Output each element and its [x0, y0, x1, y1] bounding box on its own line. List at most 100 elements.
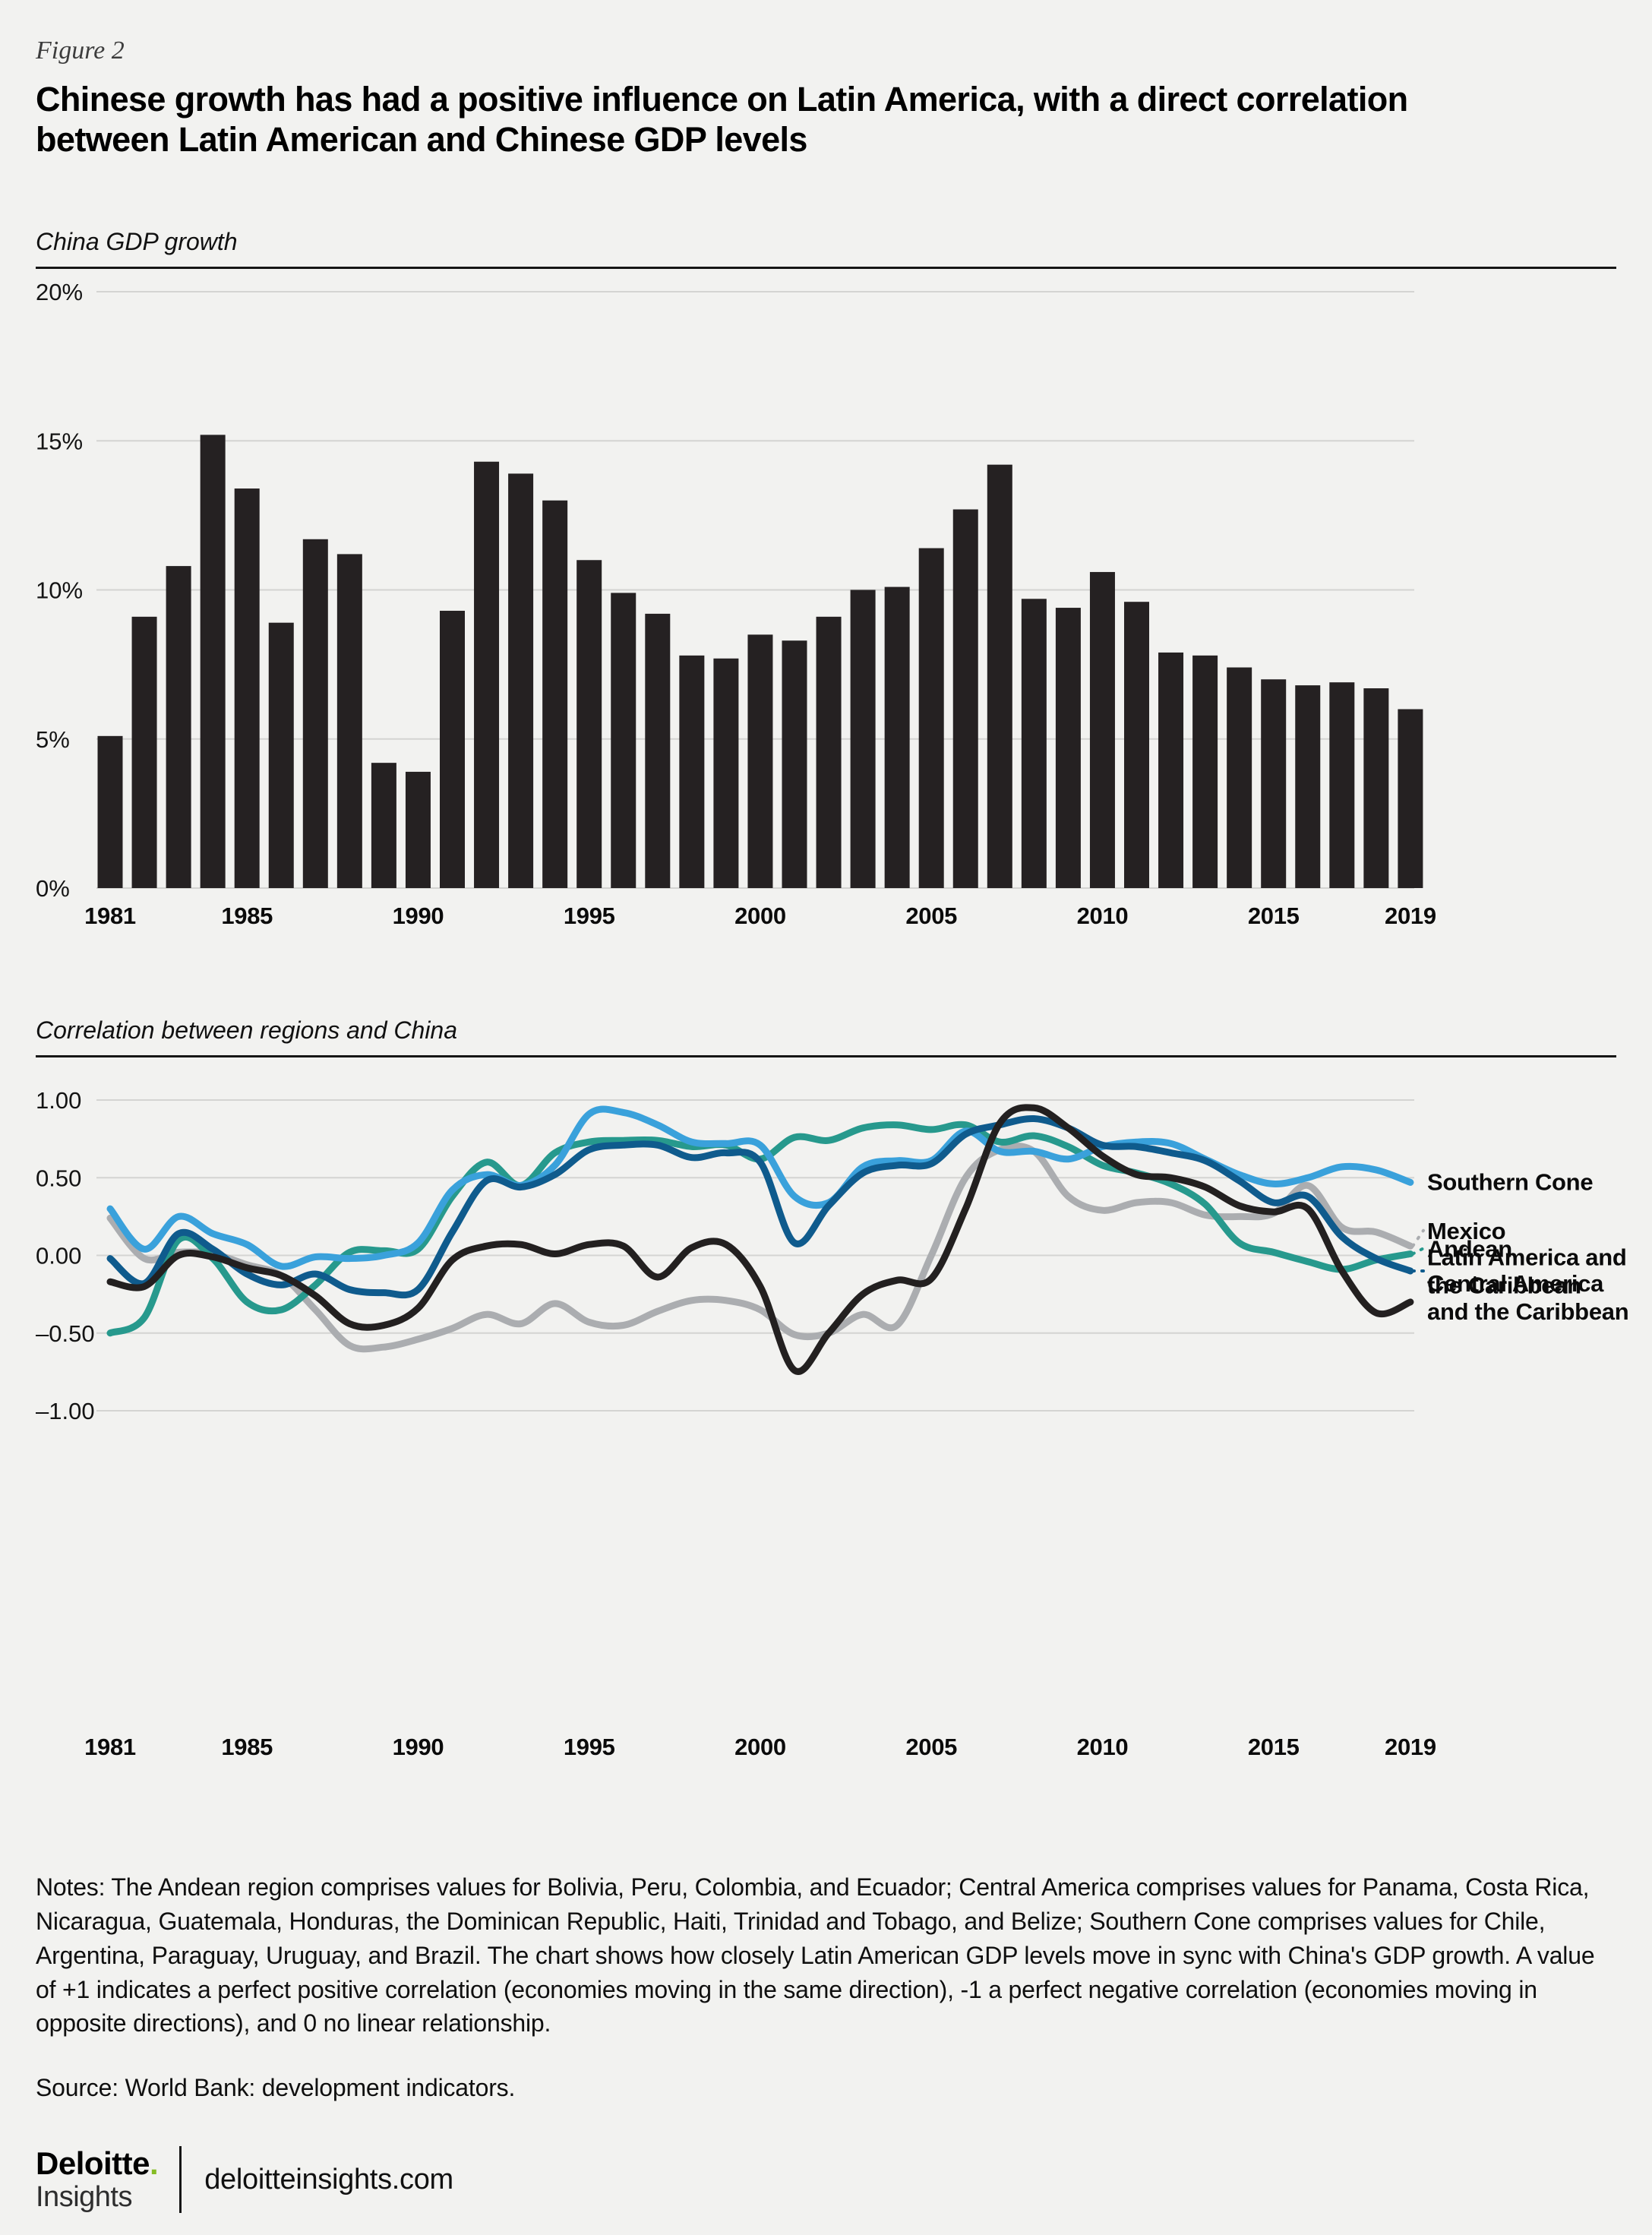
series-label-andean: Andean: [1427, 1235, 1512, 1262]
footer-url: deloitteinsights.com: [204, 2163, 453, 2195]
notes-text: Notes: The Andean region comprises value…: [36, 1873, 1595, 2037]
source-text: Source: World Bank: development indicato…: [36, 2074, 516, 2102]
series-label-latin-america-and-the-caribbean: Latin America and: [1427, 1244, 1627, 1271]
bar-2005: [918, 548, 944, 889]
series-line-southern-cone: [106, 1105, 1414, 1270]
figure-label: Figure 2: [36, 36, 125, 65]
bar-2009: [1055, 608, 1081, 889]
line-chart-title-rule: [36, 1055, 1616, 1058]
bar-x-tick-label: 1981: [84, 903, 136, 929]
brand-deloitte: Deloitte.: [36, 2145, 159, 2182]
series-line-mexico: [106, 1143, 1414, 1353]
bar-1986: [268, 622, 294, 889]
bar-1998: [679, 656, 705, 889]
bar-2006: [952, 509, 978, 889]
line-x-tick-label: 2010: [1077, 1734, 1129, 1760]
series-leader-mexico: [1411, 1228, 1425, 1248]
bar-2004: [884, 586, 910, 889]
line-y-tick-label: –1.00: [36, 1398, 95, 1424]
bar-2015: [1261, 679, 1287, 889]
bar-1993: [508, 473, 534, 889]
line-x-tick-label: 1985: [221, 1734, 273, 1760]
bar-y-tick-label: 20%: [36, 279, 83, 305]
bar-x-tick-label: 1990: [393, 903, 444, 929]
brand-insights: Insights: [36, 2181, 132, 2214]
bar-2019: [1398, 709, 1423, 889]
line-x-tick-label: 2005: [905, 1734, 957, 1760]
bar-y-tick-label: 0%: [36, 875, 70, 902]
line-x-tick-label: 2000: [734, 1734, 786, 1760]
line-y-tick-label: 1.00: [36, 1087, 81, 1114]
bar-2013: [1192, 656, 1218, 889]
bar-chart-title-rule: [36, 267, 1616, 270]
bar-2012: [1158, 653, 1184, 889]
series-line-central-america-and-the-caribbean: [106, 1104, 1414, 1375]
bar-1991: [440, 611, 465, 889]
bar-x-tick-label: 2010: [1077, 903, 1129, 929]
brand-green-dot: .: [150, 2145, 159, 2182]
bar-y-tick-label: 15%: [36, 428, 83, 454]
bar-x-tick-label: 2005: [905, 903, 957, 929]
bar-2008: [1021, 599, 1047, 889]
bar-1985: [234, 488, 260, 889]
line-y-tick-label: 0.50: [36, 1165, 81, 1191]
series-label-mexico: Mexico: [1427, 1218, 1505, 1244]
bar-x-tick-label: 1995: [564, 903, 615, 929]
line-x-tick-label: 1981: [84, 1734, 136, 1760]
bar-1990: [405, 772, 431, 889]
bar-1996: [611, 593, 636, 889]
series-label-central-america-and-the-caribbean: and the Caribbean: [1427, 1298, 1628, 1325]
bar-1982: [131, 617, 157, 889]
bar-1983: [166, 566, 191, 889]
figure-title: Chinese growth has had a positive influe…: [36, 79, 1616, 160]
series-line-latin-america-and-the-caribbean: [106, 1115, 1414, 1299]
bar-2016: [1295, 685, 1321, 889]
bar-1989: [371, 763, 396, 889]
bar-2011: [1124, 602, 1149, 889]
figure-title-line-1: Chinese growth has had a positive influe…: [36, 80, 1408, 119]
bar-x-tick-label: 1985: [221, 903, 273, 929]
bar-1997: [645, 614, 671, 889]
bar-x-tick-label: 2000: [734, 903, 786, 929]
china-gdp-growth-bar-chart: 20% 15% 10% 5% 0% 1981 1985 1990 1995 2000 2005 201…: [36, 279, 1436, 929]
bar-1981: [97, 736, 123, 889]
deloitte-insights-logo: Deloitte. Insights: [36, 2145, 159, 2214]
series-leader-andean: [1411, 1247, 1425, 1256]
bar-1988: [336, 554, 362, 889]
series-label-southern-cone: Southern Cone: [1427, 1169, 1593, 1196]
bar-2001: [782, 640, 807, 889]
bar-y-tick-label: 10%: [36, 577, 83, 604]
bar-2007: [987, 464, 1012, 889]
footer-divider: [179, 2146, 182, 2214]
bar-2000: [747, 634, 773, 889]
line-x-tick-label: 2019: [1385, 1734, 1436, 1760]
bar-2010: [1089, 572, 1115, 889]
bar-1987: [302, 539, 328, 889]
bar-2003: [850, 590, 876, 889]
series-label-latin-america-and-the-caribbean: the Caribbean: [1427, 1272, 1581, 1299]
line-x-tick-label: 1995: [564, 1734, 615, 1760]
line-y-tick-label: –0.50: [36, 1320, 95, 1347]
bar-1999: [713, 658, 739, 889]
footer: Deloitte. Insights deloitteinsights.com: [36, 2145, 1616, 2214]
bar-2018: [1363, 688, 1389, 889]
bar-2002: [816, 617, 842, 889]
bar-1994: [542, 500, 568, 889]
line-chart-title: Correlation between regions and China: [36, 1016, 458, 1045]
bar-x-tick-label: 2015: [1248, 903, 1300, 929]
bar-1984: [200, 435, 226, 889]
line-x-tick-label: 2015: [1248, 1734, 1300, 1760]
bar-1992: [474, 461, 500, 889]
bar-2017: [1329, 682, 1355, 889]
figure-title-line-2: between Latin American and Chinese GDP l…: [36, 120, 807, 160]
brand-word: Deloitte: [36, 2145, 150, 2182]
bar-2014: [1227, 667, 1252, 889]
series-label-central-america-and-the-caribbean: Central America: [1427, 1270, 1604, 1297]
bar-1995: [576, 560, 602, 889]
line-x-tick-label: 1990: [393, 1734, 444, 1760]
bar-x-tick-label: 2019: [1385, 903, 1436, 929]
line-y-tick-label: 0.00: [36, 1243, 81, 1269]
bar-y-tick-label: 5%: [36, 726, 70, 753]
